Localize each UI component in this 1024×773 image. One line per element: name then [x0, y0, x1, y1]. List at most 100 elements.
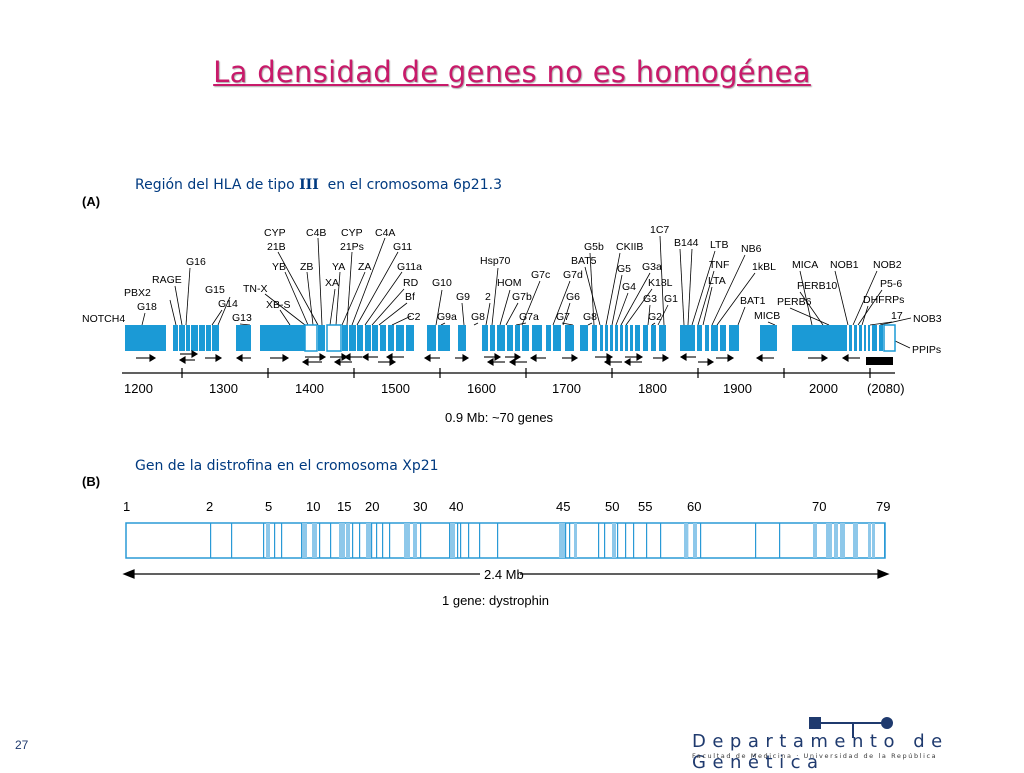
exon-block — [574, 523, 577, 558]
gene-label: G8 — [583, 311, 597, 323]
gene-label: G7b — [512, 291, 532, 303]
exon-line — [646, 523, 648, 558]
exon-line — [457, 523, 459, 558]
gene-label: 21B — [267, 241, 286, 253]
exon-line — [497, 523, 499, 558]
gene-label: 1C7 — [650, 224, 669, 236]
gene-label: G7a — [519, 311, 539, 323]
exon-line — [263, 523, 265, 558]
gene-label: Hsp70 — [480, 255, 511, 267]
exon-block — [826, 523, 832, 558]
panel-b-label: (B) — [82, 474, 101, 489]
exon-line — [569, 523, 571, 558]
gene-label: P5-6 — [880, 278, 902, 290]
axis-tick-label: 1500 — [381, 381, 410, 396]
axis-tick-label: 1300 — [209, 381, 238, 396]
gene-label: RD — [403, 277, 419, 289]
dystrophin-exons — [210, 523, 886, 558]
axis-tick-label: 2000 — [809, 381, 838, 396]
exon-label: 45 — [556, 499, 570, 514]
exon-label: 60 — [687, 499, 701, 514]
exon-line — [376, 523, 378, 558]
exon-label: 55 — [638, 499, 652, 514]
gene-label: G10 — [432, 277, 452, 289]
exon-line — [617, 523, 619, 558]
gene-label: PERB6 — [777, 296, 812, 308]
gene-label: NB6 — [741, 243, 762, 255]
exon-label: 20 — [365, 499, 379, 514]
exon-line — [779, 523, 781, 558]
exon-line — [301, 523, 303, 558]
exon-line — [449, 523, 451, 558]
panel-a-label: (A) — [82, 194, 101, 209]
gene-label: BAT1 — [740, 295, 766, 307]
gene-label: BAT5 — [571, 255, 597, 267]
gene-label: LTB — [710, 239, 728, 251]
gene-label: G6 — [566, 291, 580, 303]
gene-label: G14 — [218, 298, 238, 310]
gene-label: LTA — [708, 275, 726, 287]
exon-block — [366, 523, 371, 558]
exon-line — [382, 523, 384, 558]
exon-block — [840, 523, 845, 558]
exon-block — [559, 523, 565, 558]
gene-label: G1 — [664, 293, 678, 305]
exon-block — [868, 523, 871, 558]
exon-line — [660, 523, 662, 558]
gene-label: G13 — [232, 312, 252, 324]
gene-label: TN-X — [243, 283, 268, 295]
axis-tick-label: 1900 — [723, 381, 752, 396]
exon-label: 15 — [337, 499, 351, 514]
axis-tick-label: 1600 — [467, 381, 496, 396]
axis-tick-label: 1200 — [124, 381, 153, 396]
gene-label: TNF — [709, 259, 729, 271]
dystrophin-exon-labels: 1 2 5 10 15 20 30 40 45 50 55 60 70 79 — [123, 499, 890, 514]
exon-line — [633, 523, 635, 558]
gene-label: C2 — [407, 311, 421, 323]
gene-label: DHFRPs — [863, 294, 904, 306]
gene-label: NOB1 — [830, 259, 859, 271]
gene-label: NOTCH4 — [82, 313, 125, 325]
exon-line — [604, 523, 606, 558]
panel-a-caption-roman: III — [299, 177, 319, 193]
exon-line — [598, 523, 600, 558]
gene-label: PBX2 — [124, 287, 151, 299]
exon-line — [884, 523, 886, 558]
gene-label: G8 — [471, 311, 485, 323]
gene-label: G16 — [186, 256, 206, 268]
exon-block — [302, 523, 307, 558]
gene-label: Bf — [405, 291, 415, 303]
gene-label: RAGE — [152, 274, 182, 286]
panel-a-caption-prefix: Región del HLA de tipo — [135, 177, 300, 193]
gene-label: C4B — [306, 227, 326, 239]
exon-line — [319, 523, 321, 558]
gene-label: G5b — [584, 241, 604, 253]
axis-tick-label: 1700 — [552, 381, 581, 396]
gene-label: K18L — [648, 277, 673, 289]
gene-label: G11 — [393, 241, 412, 253]
exon-line — [210, 523, 212, 558]
gene-label: G4 — [622, 281, 636, 293]
dystrophin-scale-label: 2.4 Mb — [484, 567, 524, 582]
exon-label: 40 — [449, 499, 463, 514]
exon-line — [479, 523, 481, 558]
page-number: 27 — [15, 738, 29, 752]
exon-block — [853, 523, 858, 558]
gene-label: XA — [325, 277, 339, 289]
exon-line — [468, 523, 470, 558]
gene-label: G5 — [617, 263, 631, 275]
axis-tick-label: 1800 — [638, 381, 667, 396]
exon-line — [700, 523, 702, 558]
gene-label: G15 — [205, 284, 225, 296]
gene-label: 17 — [891, 310, 903, 322]
exon-label: 70 — [812, 499, 826, 514]
genetics-logo-pedigree — [809, 717, 893, 738]
exon-block — [872, 523, 875, 558]
exon-line — [330, 523, 332, 558]
exon-block — [346, 523, 350, 558]
exon-line — [231, 523, 233, 558]
exon-block — [312, 523, 317, 558]
exon-block — [693, 523, 697, 558]
hla-axis-tick-labels: 1200 1300 1400 1500 1600 1700 1800 1900 … — [124, 381, 905, 396]
gene-label: PPIPs — [912, 344, 941, 356]
